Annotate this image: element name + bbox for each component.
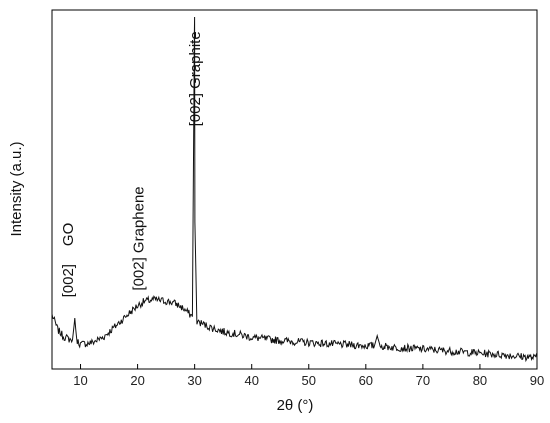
- plot-frame: [51, 9, 538, 370]
- x-tick-label: 40: [244, 373, 258, 388]
- series-0-line: [51, 16, 538, 363]
- x-tick-label: 50: [302, 373, 316, 388]
- x-tick-label: 10: [73, 373, 87, 388]
- peak-annotation: [002] Graphene: [130, 186, 147, 290]
- x-tick-label: 30: [187, 373, 201, 388]
- peak-annotation: [002] Graphite: [187, 31, 204, 126]
- peak-annotations: [002] GO [002] Graphene [002] Graphite: [60, 31, 204, 297]
- y-axis-label: Intensity (a.u.): [8, 141, 25, 236]
- x-tick-label: 60: [359, 373, 373, 388]
- x-axis-label: 2θ (°): [277, 397, 314, 414]
- x-tick-label: 80: [473, 373, 487, 388]
- x-axis-ticks: 10 20 30 40 50 60 70 80 90: [73, 364, 544, 388]
- peak-annotation: GO: [60, 223, 77, 246]
- x-tick-label: 70: [416, 373, 430, 388]
- x-tick-label: 20: [130, 373, 144, 388]
- x-tick-label: 90: [530, 373, 544, 388]
- peak-annotation: [002]: [60, 264, 77, 297]
